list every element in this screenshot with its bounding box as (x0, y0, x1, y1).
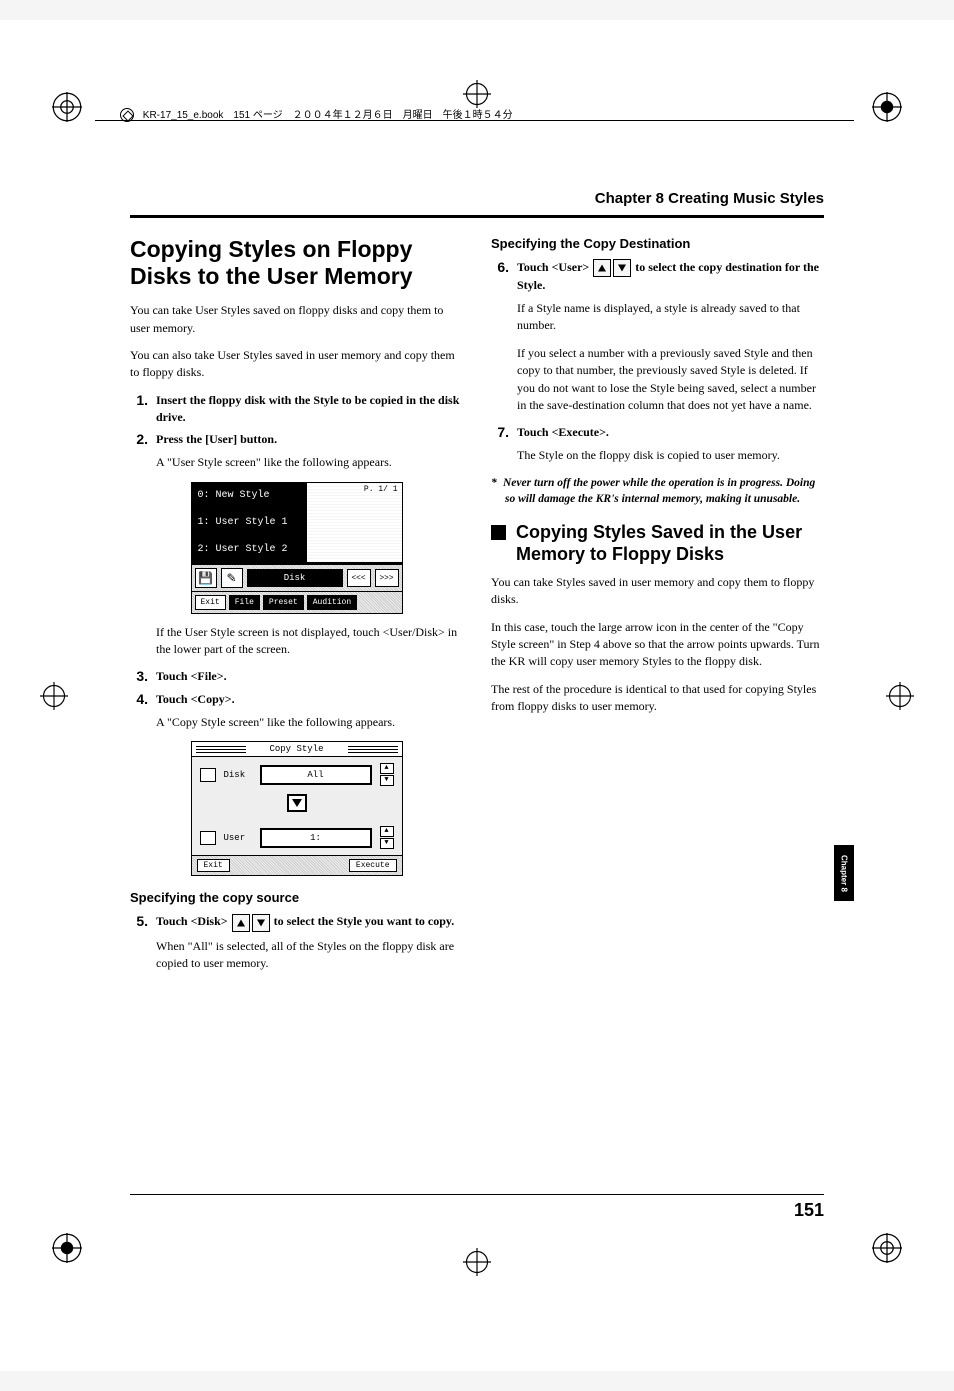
step-text: Touch <Disk> to select the Style you wan… (156, 913, 463, 931)
body-text: If the User Style screen is not displaye… (156, 624, 463, 659)
body-text: A "Copy Style screen" like the following… (156, 714, 463, 731)
prev-button: <<< (347, 569, 371, 587)
exit-button: Exit (197, 859, 230, 872)
crop-mark-icon (463, 80, 491, 108)
body-text: The Style on the floppy disk is copied t… (517, 447, 824, 464)
next-button: >>> (375, 569, 399, 587)
step-number: 6. (491, 259, 509, 275)
screen-title: Copy Style (192, 742, 402, 757)
step-2: 2. Press the [User] button. (130, 431, 463, 448)
step-number: 1. (130, 392, 148, 408)
step-number: 7. (491, 424, 509, 440)
arrow-down-icon: ▼ (380, 838, 394, 849)
body-text: You can take Styles saved in user memory… (491, 574, 824, 609)
user-icon (200, 831, 216, 845)
step-text: Press the [User] button. (156, 431, 463, 448)
crop-mark-icon (872, 92, 902, 122)
crop-mark-icon (52, 1233, 82, 1263)
step-text: Touch <User> to select the copy destinat… (517, 259, 824, 294)
arrow-down-icon: ▼ (380, 775, 394, 786)
page-number: 151 (794, 1200, 824, 1221)
subsection-heading: Copying Styles Saved in the User Memory … (491, 521, 824, 566)
crop-mark-icon (52, 92, 82, 122)
footer-rule (130, 1194, 824, 1195)
user-label: User (224, 833, 252, 843)
copy-style-screen: Copy Style Disk All ▲▼ User 1: ▲▼ (191, 741, 403, 876)
step-3: 3. Touch <File>. (130, 668, 463, 685)
user-field: 1: (260, 828, 372, 848)
square-bullet-icon (491, 525, 506, 540)
exit-button: Exit (195, 595, 226, 610)
arrow-up-icon: ▲ (380, 763, 394, 774)
print-header-text: KR-17_15_e.book 151 ページ ２００４年１２月６日 月曜日 午… (143, 110, 513, 121)
step-6: 6. Touch <User> to select the copy desti… (491, 259, 824, 294)
list-item: 0: New Style (192, 483, 306, 510)
body-text: When "All" is selected, all of the Style… (156, 938, 463, 973)
right-column: Specifying the Copy Destination 6. Touch… (491, 236, 824, 982)
step-4: 4. Touch <Copy>. (130, 691, 463, 708)
disk-icon (200, 768, 216, 782)
list-item: 1: User Style 1 (192, 510, 306, 537)
subheading: Specifying the Copy Destination (491, 236, 824, 251)
crop-mark-icon (463, 1248, 491, 1276)
section-heading: Copying Styles on Floppy Disks to the Us… (130, 236, 463, 290)
chapter-side-tab: Chapter 8 (834, 845, 854, 901)
chapter-header: Chapter 8 Creating Music Styles (130, 190, 824, 207)
body-text: You can also take User Styles saved in u… (130, 347, 463, 382)
step-5: 5. Touch <Disk> to select the Style you … (130, 913, 463, 931)
disk-label: Disk (224, 770, 252, 780)
step-1: 1. Insert the floppy disk with the Style… (130, 392, 463, 426)
body-text: A "User Style screen" like the following… (156, 454, 463, 471)
crop-mark-icon (40, 682, 68, 710)
crop-mark-icon (872, 1233, 902, 1263)
step-7: 7. Touch <Execute>. (491, 424, 824, 441)
audition-button: Audition (307, 595, 357, 610)
step-text: Touch <Execute>. (517, 424, 824, 441)
disk-field: All (260, 765, 372, 785)
book-icon (120, 108, 134, 122)
step-text: Insert the floppy disk with the Style to… (156, 392, 463, 426)
page: KR-17_15_e.book 151 ページ ２００４年１２月６日 月曜日 午… (0, 20, 954, 1371)
arrow-down-icon (252, 914, 270, 932)
step-number: 3. (130, 668, 148, 684)
body-text: If a Style name is displayed, a style is… (517, 300, 824, 335)
warning-note: *Never turn off the power while the oper… (505, 475, 824, 507)
list-item: 2: User Style 2 (192, 537, 306, 562)
chapter-rule (130, 215, 824, 218)
arrow-up-icon (593, 259, 611, 277)
brush-icon: ✎ (221, 568, 243, 588)
disk-icon: 💾 (195, 568, 217, 588)
body-text: The rest of the procedure is identical t… (491, 681, 824, 716)
arrow-down-icon (613, 259, 631, 277)
two-column-layout: Copying Styles on Floppy Disks to the Us… (130, 236, 824, 982)
left-column: Copying Styles on Floppy Disks to the Us… (130, 236, 463, 982)
step-number: 4. (130, 691, 148, 707)
preset-button: Preset (263, 595, 304, 610)
arrow-up-icon: ▲ (380, 826, 394, 837)
page-indicator: P. 1/ 1 (364, 485, 398, 494)
execute-button: Execute (349, 859, 397, 872)
subheading: Specifying the copy source (130, 890, 463, 905)
step-number: 5. (130, 913, 148, 929)
big-arrow-down-icon (287, 794, 307, 812)
arrow-up-icon (232, 914, 250, 932)
body-text: If you select a number with a previously… (517, 345, 824, 415)
file-button: File (229, 595, 260, 610)
step-text: Touch <Copy>. (156, 691, 463, 708)
body-text: You can take User Styles saved on floppy… (130, 302, 463, 337)
step-number: 2. (130, 431, 148, 447)
body-text: In this case, touch the large arrow icon… (491, 619, 824, 671)
user-style-screen: 0: New Style 1: User Style 1 2: User Sty… (191, 482, 403, 614)
step-text: Touch <File>. (156, 668, 463, 685)
print-header-meta: KR-17_15_e.book 151 ページ ２００４年１２月６日 月曜日 午… (120, 106, 513, 122)
content-area: Chapter 8 Creating Music Styles Copying … (130, 190, 824, 1241)
disk-label: Disk (247, 569, 343, 587)
crop-mark-icon (886, 682, 914, 710)
